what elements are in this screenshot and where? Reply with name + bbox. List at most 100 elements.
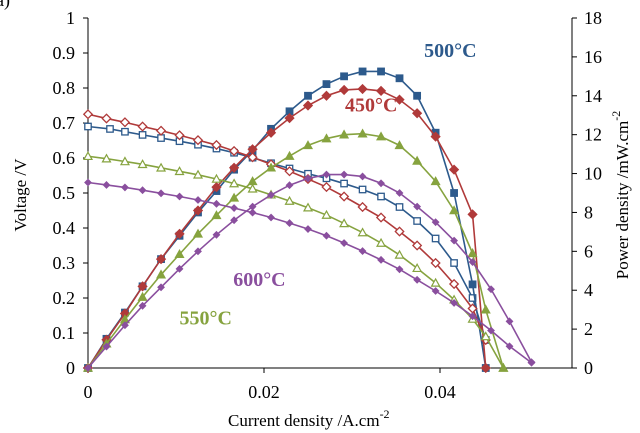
- data-point: [302, 202, 314, 212]
- data-point: [450, 259, 458, 267]
- data-point: [321, 209, 332, 219]
- series-label: 500°C: [424, 40, 476, 62]
- y-tick-label: 0.8: [53, 78, 76, 98]
- series-label: 450°C: [345, 94, 397, 116]
- data-point: [304, 174, 312, 183]
- data-point: [480, 331, 491, 341]
- data-point: [322, 170, 331, 179]
- data-point: [339, 218, 350, 228]
- data-point: [450, 236, 458, 245]
- y2-tick-label: 12: [584, 125, 602, 145]
- data-point: [248, 202, 257, 211]
- data-point: [498, 362, 509, 372]
- data-point: [211, 182, 222, 193]
- y2-axis-title-sup: -2: [609, 111, 623, 121]
- data-point: [265, 127, 277, 138]
- data-point: [322, 80, 331, 89]
- data-point: [394, 140, 405, 150]
- y2-tick-label: 18: [584, 8, 602, 28]
- data-point: [377, 67, 385, 76]
- data-point: [230, 216, 238, 225]
- data-point: [121, 183, 129, 192]
- series-label: 600°C: [233, 269, 285, 291]
- series-layer: [82, 67, 536, 374]
- data-point: [228, 162, 240, 173]
- data-point: [527, 358, 536, 367]
- data-point: [450, 298, 458, 307]
- series-line: [87, 155, 505, 369]
- data-point: [192, 228, 204, 238]
- panel-label: a): [0, 0, 10, 11]
- y-tick-label: 0.5: [53, 183, 76, 203]
- y-tick-label: 0.6: [53, 148, 76, 168]
- data-point: [505, 317, 514, 326]
- data-point: [304, 91, 312, 100]
- data-point: [376, 237, 387, 247]
- data-point: [430, 257, 441, 269]
- data-point: [375, 85, 387, 97]
- data-point: [228, 145, 240, 157]
- data-point: [430, 277, 441, 287]
- series-power-7: [84, 170, 536, 372]
- data-point: [450, 189, 458, 197]
- data-point: [468, 312, 477, 321]
- data-point: [467, 209, 478, 220]
- data-point: [340, 239, 348, 247]
- data-point: [321, 181, 332, 193]
- data-point: [156, 269, 167, 279]
- data-point: [194, 196, 202, 204]
- y2-tick-label: 14: [584, 86, 602, 106]
- data-point: [431, 218, 440, 227]
- data-point: [174, 130, 185, 141]
- data-point: [338, 84, 350, 96]
- data-point: [321, 90, 332, 101]
- data-point: [340, 170, 348, 179]
- data-point: [340, 179, 348, 188]
- data-point: [285, 181, 294, 190]
- data-point: [468, 280, 477, 289]
- data-point: [229, 178, 240, 188]
- y-tick-label: 0.1: [53, 323, 76, 343]
- y-tick-label: 0.2: [53, 288, 76, 308]
- data-point: [467, 248, 478, 258]
- data-point: [321, 133, 332, 143]
- data-point: [375, 212, 387, 223]
- y-tick-label: 1: [66, 8, 75, 28]
- data-point: [211, 139, 222, 151]
- data-point: [412, 263, 423, 273]
- data-point: [284, 113, 295, 124]
- y2-tick-label: 0: [584, 358, 593, 378]
- data-point: [175, 192, 184, 201]
- data-point: [394, 249, 405, 259]
- y-tick-label: 0.7: [53, 113, 76, 133]
- data-point: [357, 227, 368, 237]
- data-point: [412, 108, 423, 119]
- x-tick-label: 0.02: [248, 382, 280, 402]
- series-power-3: [82, 83, 491, 374]
- series-power-1: [84, 67, 490, 372]
- data-point: [138, 131, 147, 139]
- data-point: [155, 125, 167, 136]
- axis-titles: Current density /A.cm-2 Voltage /V Power…: [11, 111, 632, 430]
- x-axis-title: Current density /A.cm-2: [228, 407, 390, 430]
- data-point: [102, 342, 111, 351]
- data-point: [285, 219, 294, 228]
- data-point: [174, 228, 185, 239]
- data-point: [212, 199, 221, 208]
- data-point: [448, 164, 460, 175]
- data-point: [357, 83, 368, 95]
- data-point: [137, 121, 148, 132]
- y2-axis-title: Power density /mW.cm-2: [609, 111, 632, 280]
- data-point: [267, 191, 275, 199]
- data-point: [448, 278, 460, 290]
- data-point: [395, 203, 404, 211]
- data-point: [358, 247, 367, 256]
- y2-tick-label: 16: [584, 47, 602, 67]
- data-point: [487, 285, 495, 294]
- data-point: [247, 152, 258, 163]
- data-point: [377, 192, 385, 201]
- data-point: [175, 264, 184, 273]
- y-axis-title: Voltage /V: [11, 158, 30, 232]
- data-point: [266, 162, 277, 172]
- data-point: [155, 253, 167, 265]
